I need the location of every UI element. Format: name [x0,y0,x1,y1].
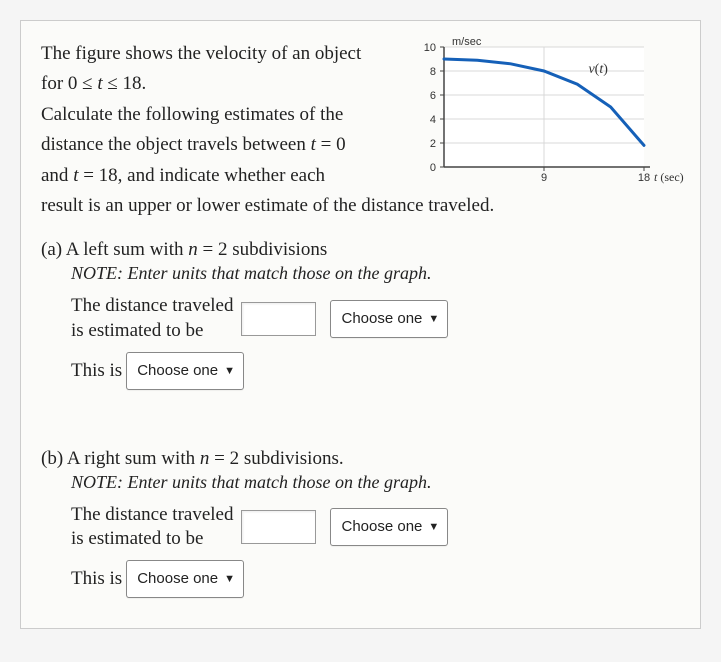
part-a-note: NOTE: Enter units that match those on th… [41,263,680,284]
part-a: (a) A left sum with n = 2 subdivisions N… [41,239,680,389]
chevron-down-icon: ▼ [428,516,439,538]
estimate-type-select-a[interactable]: Choose one ▼ [126,352,244,390]
answer-input-a[interactable] [241,302,316,336]
chevron-down-icon: ▼ [428,308,439,330]
distance-label-b: The distance traveled is estimated to be [71,503,233,552]
distance-label-a: The distance traveled is estimated to be [71,294,233,343]
part-a-heading: (a) A left sum with n = 2 subdivisions [41,239,680,261]
part-b-heading: (b) A right sum with n = 2 subdivisions. [41,448,680,470]
estimate-type-select-b[interactable]: Choose one ▼ [126,560,244,598]
select-label: Choose one [341,512,422,542]
select-label: Choose one [341,304,422,334]
problem-container: 0246810918m/sect (sec)v(t) The figure sh… [20,20,701,629]
part-b: (b) A right sum with n = 2 subdivisions.… [41,448,680,598]
chevron-down-icon: ▼ [224,568,235,590]
answer-input-b[interactable] [241,510,316,544]
select-label: Choose one [137,356,218,386]
chevron-down-icon: ▼ [224,360,235,382]
units-select-b[interactable]: Choose one ▼ [330,508,448,546]
this-is-label-a: This is [71,352,122,390]
this-is-label-b: This is [71,560,122,598]
units-select-a[interactable]: Choose one ▼ [330,300,448,338]
select-label: Choose one [137,564,218,594]
intro-line1: The figure shows the velocity of an obje… [41,43,361,64]
intro-text: The figure shows the velocity of an obje… [41,39,680,221]
part-b-note: NOTE: Enter units that match those on th… [41,472,680,493]
